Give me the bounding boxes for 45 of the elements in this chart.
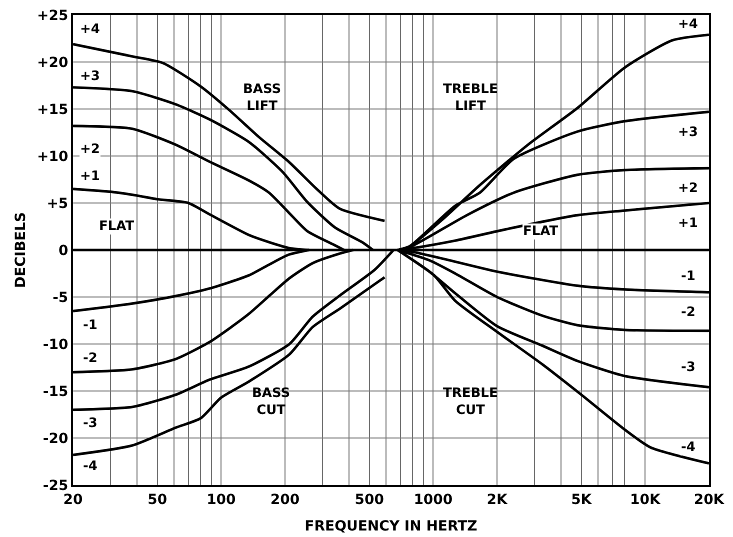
annotation: -2 — [681, 305, 696, 320]
x-tick-label: 20K — [694, 492, 726, 508]
annotation: +1 — [80, 169, 100, 184]
y-tick-label: +15 — [36, 102, 68, 118]
y-tick-label: +25 — [36, 8, 68, 24]
x-tick-label: 20 — [63, 492, 83, 508]
y-tick-label: +5 — [46, 196, 68, 212]
y-tick-label: -25 — [42, 478, 68, 494]
y-tick-label: -20 — [42, 430, 68, 447]
x-tick-label: 10K — [630, 492, 662, 508]
y-tick-label: -15 — [42, 384, 68, 400]
x-tick-label: 50 — [148, 492, 168, 508]
x-tick-label: 2K — [486, 492, 508, 508]
annotation: BASS LIFT — [243, 82, 282, 114]
annotation: BASS CUT — [252, 386, 290, 418]
y-axis-title: DECIBELS — [13, 212, 30, 288]
x-tick-label: 1000 — [414, 492, 453, 508]
annotation: -1 — [83, 318, 98, 333]
annotation: FLAT — [99, 219, 134, 234]
annotation: +3 — [678, 125, 698, 140]
annotation: -4 — [681, 440, 696, 455]
x-axis-title: FREQUENCY IN HERTZ — [304, 518, 478, 535]
annotation: +2 — [80, 142, 100, 157]
y-tick-label: +20 — [36, 54, 68, 71]
annotation: -3 — [681, 360, 696, 375]
annotation: +4 — [80, 22, 100, 37]
annotation: TREBLE CUT — [443, 386, 498, 418]
annotation: TREBLE LIFT — [443, 82, 498, 114]
x-tick-label: 100 — [206, 492, 236, 508]
annotation: -4 — [83, 459, 98, 474]
annotation: +1 — [678, 216, 698, 231]
annotation: FLAT — [523, 224, 558, 239]
x-tick-label: 5K — [571, 492, 593, 508]
y-tick-label: 0 — [58, 242, 68, 259]
annotation: -3 — [83, 416, 98, 431]
annotation: -2 — [83, 351, 98, 366]
y-tick-label: +10 — [36, 148, 68, 165]
annotation: +2 — [678, 181, 698, 196]
y-tick-label: -5 — [52, 290, 68, 306]
annotation: +3 — [80, 69, 100, 84]
x-tick-label: 500 — [354, 492, 384, 508]
y-tick-label: -10 — [42, 336, 68, 353]
annotation: +4 — [678, 17, 698, 32]
x-tick-label: 200 — [270, 492, 300, 508]
annotation: -1 — [681, 269, 696, 284]
